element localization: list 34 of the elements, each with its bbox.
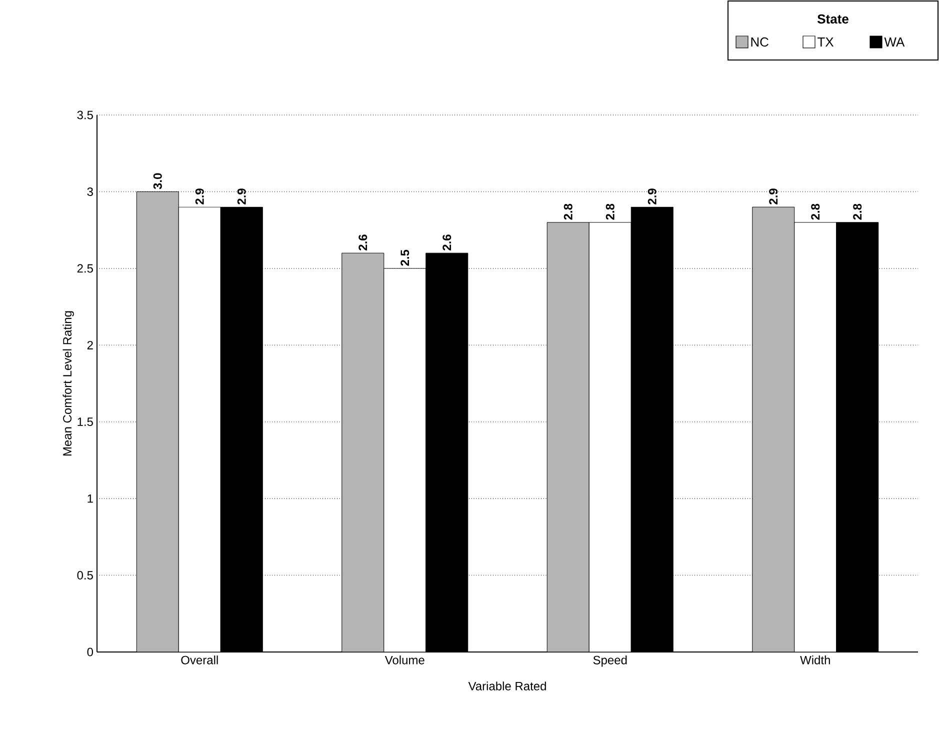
y-tick-label: 3 xyxy=(87,187,93,196)
y-axis-title: Mean Comfort Level Rating xyxy=(62,311,74,456)
data-label: 2.6 xyxy=(358,234,368,250)
data-label: 2.9 xyxy=(237,188,246,204)
x-tick-label: Width xyxy=(800,656,830,664)
legend-label: TX xyxy=(818,38,834,46)
y-tick-label: 2 xyxy=(87,340,93,350)
legend-label: WA xyxy=(884,38,905,46)
x-tick-label: Speed xyxy=(593,656,627,667)
x-tick-label: Volume xyxy=(384,656,424,664)
legend-label: NC xyxy=(751,37,768,47)
legend-title: State xyxy=(817,14,848,24)
x-tick-label: Overall xyxy=(181,656,218,664)
bar xyxy=(342,252,384,652)
y-tick-label: 3.5 xyxy=(77,110,93,120)
data-label: 2.9 xyxy=(648,188,656,204)
data-label: 2.9 xyxy=(769,188,778,204)
data-label: 2.8 xyxy=(606,204,614,220)
bar xyxy=(546,222,590,652)
data-label: 2.9 xyxy=(195,188,204,204)
bar xyxy=(752,206,795,652)
y-tick-label: 0 xyxy=(87,648,94,656)
data-label: 2.8 xyxy=(811,204,820,220)
x-axis-title: Variable Rated xyxy=(468,682,546,690)
y-tick-label: 1.5 xyxy=(78,418,93,426)
y-tick-label: 2.5 xyxy=(77,264,93,273)
data-label: 2.8 xyxy=(853,204,862,220)
y-tick-label: 0.5 xyxy=(77,571,93,580)
data-label: 3.0 xyxy=(153,173,162,190)
data-label: 2.6 xyxy=(442,234,452,250)
data-label: 2.5 xyxy=(400,250,410,266)
y-tick-label: 1 xyxy=(88,494,93,503)
data-label: 2.8 xyxy=(564,204,572,220)
bar xyxy=(136,191,179,652)
